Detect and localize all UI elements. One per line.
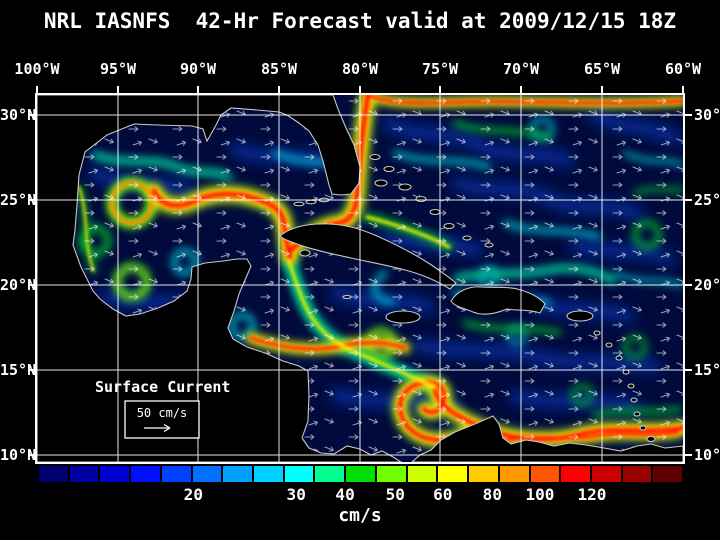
lat-tick — [28, 369, 35, 371]
map-annotations: Surface Current 50 cm/s — [95, 378, 230, 439]
colorbar-tick-label: 80 — [482, 485, 502, 504]
map-frame: Surface Current 50 cm/s — [35, 86, 691, 464]
cuba-island — [279, 223, 457, 290]
isla-juventud — [299, 249, 311, 257]
colorbar-segment — [131, 466, 160, 482]
lat-label: 15°N — [0, 361, 37, 379]
colorbar-segment — [69, 466, 99, 482]
colorbar-tick-label: 120 — [577, 485, 607, 504]
colorbar-segment — [530, 466, 560, 482]
lon-tick — [278, 86, 280, 93]
lat-tick — [28, 454, 35, 456]
lat-tick — [28, 284, 35, 286]
colorbar-segment — [561, 466, 590, 482]
lon-tick — [359, 86, 361, 93]
colorbar-unit-label: cm/s — [338, 505, 382, 526]
colorbar — [39, 466, 683, 482]
colorbar-segment — [407, 466, 437, 482]
lat-tick — [28, 114, 35, 116]
lat-tick — [685, 369, 692, 371]
lat-tick — [28, 199, 35, 201]
current-map: Surface Current 50 cm/s — [36, 86, 691, 463]
colorbar-segment — [346, 466, 375, 482]
colorbar-segment — [39, 466, 68, 482]
colorbar-tick-label: 100 — [525, 485, 555, 504]
lat-axis-left: 30°N 25°N 20°N 15°N 10°N — [0, 95, 37, 464]
grid-lines — [37, 95, 683, 462]
colorbar-tick-label: 30 — [286, 485, 306, 504]
lat-tick — [685, 199, 692, 201]
lon-label: 90°W — [179, 60, 217, 78]
lat-label: 20°N — [0, 276, 37, 294]
lat-tick — [685, 454, 692, 456]
scale-box — [124, 400, 200, 439]
cayman-island — [342, 294, 352, 300]
lon-tick — [439, 86, 441, 93]
lon-label: 70°W — [502, 60, 540, 78]
colorbar-tick-label: 60 — [433, 485, 453, 504]
lon-axis: 100°W 95°W 90°W 85°W 80°W 75°W 70°W 65°W 60°W — [14, 60, 701, 95]
lon-tick — [520, 86, 522, 93]
lon-label: 100°W — [14, 60, 60, 78]
lon-tick — [117, 86, 119, 93]
colorbar-segment — [254, 466, 283, 482]
lon-label: 75°W — [421, 60, 459, 78]
colorbar-segment — [653, 466, 683, 482]
colorbar-segment — [284, 466, 314, 482]
scale-arrow-icon — [144, 423, 171, 433]
scale-value-label: 50 cm/s — [137, 406, 188, 420]
lon-label: 60°W — [664, 60, 702, 78]
colorbar-ticks: 20 30 40 50 60 80 100 120 — [39, 485, 682, 505]
lon-tick — [682, 86, 684, 93]
colorbar-segment — [315, 466, 345, 482]
colorbar-segment — [622, 466, 652, 482]
lat-label: 10°N — [694, 446, 720, 464]
surface-current-label: Surface Current — [95, 378, 230, 396]
lat-tick — [685, 284, 692, 286]
colorbar-tick-label: 20 — [183, 485, 203, 504]
lon-tick — [197, 86, 199, 93]
jamaica-island — [385, 310, 421, 324]
lat-label: 25°N — [0, 191, 37, 209]
colorbar-segment — [223, 466, 253, 482]
colorbar-segment — [161, 466, 191, 482]
colorbar-segment — [192, 466, 222, 482]
lat-tick — [685, 114, 692, 116]
colorbar-segment — [376, 466, 406, 482]
lon-tick — [36, 86, 38, 93]
lat-axis-right: 30°N 25°N 20°N 15°N 10°N — [685, 95, 720, 464]
lesser-antilles-islands — [593, 330, 656, 443]
lat-label: 20°N — [694, 276, 720, 294]
colorbar-segment — [591, 466, 621, 482]
colorbar-segment — [438, 466, 468, 482]
lat-label: 15°N — [694, 361, 720, 379]
lon-label: 95°W — [99, 60, 137, 78]
lat-label: 30°N — [0, 106, 37, 124]
colorbar-segment — [469, 466, 498, 482]
south-america-landmass — [410, 415, 684, 463]
colorbar-segment — [499, 466, 529, 482]
lon-label: 65°W — [583, 60, 621, 78]
lat-label: 25°N — [694, 191, 720, 209]
lon-tick — [601, 86, 603, 93]
colorbar-tick-label: 50 — [385, 485, 405, 504]
colorbar-segment — [100, 466, 130, 482]
page-title: NRL IASNFS 42-Hr Forecast valid at 2009/… — [43, 9, 677, 33]
lat-label: 10°N — [0, 446, 37, 464]
lat-label: 30°N — [694, 106, 720, 124]
puerto-rico-island — [566, 310, 594, 322]
lon-label: 85°W — [260, 60, 298, 78]
colorbar-tick-label: 40 — [335, 485, 355, 504]
lon-label: 80°W — [341, 60, 379, 78]
